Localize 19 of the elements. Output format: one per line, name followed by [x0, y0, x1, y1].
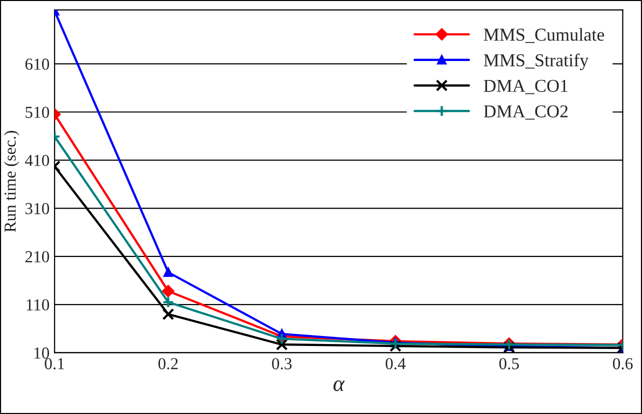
legend-label: DMA_CO2: [484, 105, 568, 120]
x-axis-title: α: [333, 380, 345, 392]
y-tick-label: 510: [26, 106, 50, 118]
x-tick-label: 0.2: [158, 358, 178, 370]
y-axis-title: Run time (sec.): [4, 130, 20, 232]
y-tick-label: 310: [26, 202, 50, 214]
y-tick-label: 210: [25, 251, 50, 262]
y-tick-label: 410: [25, 154, 50, 166]
y-tick-label: 10: [34, 347, 50, 359]
y-tick-label: 110: [26, 299, 50, 311]
legend-label: MMS_Cumulate: [484, 28, 604, 43]
x-tick-label: 0.6: [612, 358, 633, 370]
x-tick-label: 0.3: [272, 358, 292, 370]
y-tick-label: 610: [25, 58, 50, 70]
x-tick-label: 0.5: [499, 358, 519, 370]
legend-label: MMS_Stratify: [484, 54, 589, 70]
legend-label: DMA_CO1: [484, 80, 568, 94]
x-tick-label: 0.4: [386, 358, 406, 370]
x-tick-label: 0.1: [44, 358, 64, 370]
